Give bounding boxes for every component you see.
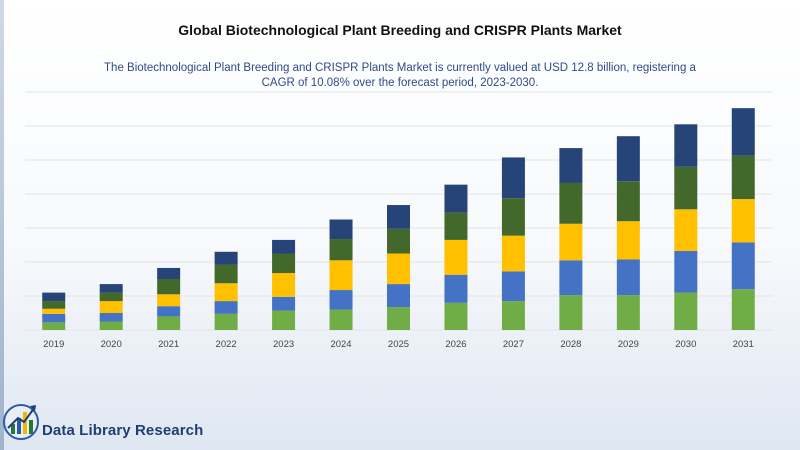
bar-segment-2031-4 [731,155,755,200]
bar-segment-2031-1 [731,289,755,330]
bar-stacks [42,108,755,330]
bar-segment-2023-2 [272,296,296,311]
x-tick-label: 2019 [43,339,64,350]
bar-segment-2024-3 [329,260,353,291]
bar-segment-2025-1 [387,307,410,330]
x-tick-label: 2020 [101,339,122,350]
bar-segment-2029-3 [616,221,640,260]
bar-segment-2029-1 [616,295,640,330]
x-tick-label: 2022 [216,339,237,350]
bar-segment-2019-2 [42,313,66,323]
bar-segment-2027-3 [501,235,525,272]
bar-segment-2019-1 [42,322,66,330]
bar-segment-2023-5 [272,239,296,254]
brand-name: Data Library Research [42,422,204,439]
bar-segment-2030-4 [674,166,698,210]
bar-segment-2022-2 [214,301,238,314]
bar-segment-2028-4 [559,182,583,224]
bar-segment-2031-3 [731,199,755,243]
bar-segment-2024-4 [329,239,353,261]
bar-segment-2029-4 [616,181,640,222]
bar-segment-2030-3 [674,209,698,251]
bar-segment-2022-5 [214,251,238,265]
x-tick-label: 2026 [445,339,466,350]
x-tick-label: 2024 [330,339,351,350]
bar-segment-2021-5 [157,267,181,279]
bar-segment-2021-2 [157,306,181,317]
bar-segment-2028-1 [559,295,583,330]
bar-segment-2025-5 [387,205,410,229]
brand-logo [3,404,39,440]
x-tick-label: 2021 [158,339,179,350]
bar-segment-2020-5 [99,284,123,293]
chart-subtitle: The Biotechnological Plant Breeding and … [104,62,696,89]
x-tick-label: 2023 [273,339,294,350]
bar-segment-2020-2 [99,313,123,322]
bar-segment-2029-2 [616,259,640,296]
bar-segment-2030-2 [674,250,698,293]
bar-chart-up-arrow-logo-icon [3,404,39,440]
bar-segment-2023-1 [272,310,296,330]
bar-segment-2026-3 [444,239,468,275]
chart-title: Global Biotechnological Plant Breeding a… [178,22,622,38]
bar-segment-2028-5 [559,148,583,183]
left-frame-border [0,0,4,450]
x-tick-label: 2030 [675,339,696,350]
bar-segment-2027-4 [501,198,525,236]
bar-segment-2020-4 [99,292,123,302]
bar-segment-2031-2 [731,242,755,290]
bar-segment-2021-4 [157,279,181,295]
bar-segment-2022-4 [214,264,238,284]
bar-segment-2028-3 [559,223,583,261]
bar-segment-2025-2 [387,284,410,308]
bar-segment-2022-1 [214,313,238,330]
bar-segment-2019-4 [42,301,66,309]
x-axis-tick-labels: 2019 2020 2021 2022 2023 2024 2025 2026 2027 2028… [43,339,754,350]
bar-segment-2020-1 [99,321,123,330]
bar-segment-2023-4 [272,253,296,274]
bar-segment-2024-1 [329,309,353,330]
bar-segment-2031-5 [731,108,755,156]
bar-segment-2022-3 [214,283,238,302]
bar-segment-2023-3 [272,273,296,297]
x-tick-label: 2031 [733,339,754,350]
bar-segment-2024-5 [329,219,353,240]
bar-segment-2026-2 [444,274,468,303]
bar-segment-2026-1 [444,302,468,330]
bar-segment-2026-5 [444,184,468,213]
bar-segment-2019-3 [42,308,66,314]
bar-segment-2025-4 [387,228,410,254]
gridlines [25,91,772,331]
bar-segment-2020-3 [99,301,123,313]
bar-segment-2027-5 [501,157,525,199]
bar-segment-2030-1 [674,292,698,330]
x-tick-label: 2028 [560,339,581,350]
bar-segment-2019-5 [42,292,66,302]
bar-segment-2027-1 [501,301,525,330]
x-tick-label: 2029 [618,339,639,350]
bar-segment-2027-2 [501,271,525,302]
bar-segment-2021-1 [157,316,181,330]
bar-segment-2024-2 [329,290,353,310]
bar-segment-2029-5 [616,136,640,182]
x-tick-label: 2025 [388,339,409,350]
bar-segment-2030-5 [674,124,698,167]
bar-segment-2021-3 [157,294,181,307]
x-tick-label: 2027 [503,339,524,350]
bar-segment-2026-4 [444,212,468,240]
bar-segment-2025-3 [387,253,410,285]
bar-segment-2028-2 [559,260,583,296]
